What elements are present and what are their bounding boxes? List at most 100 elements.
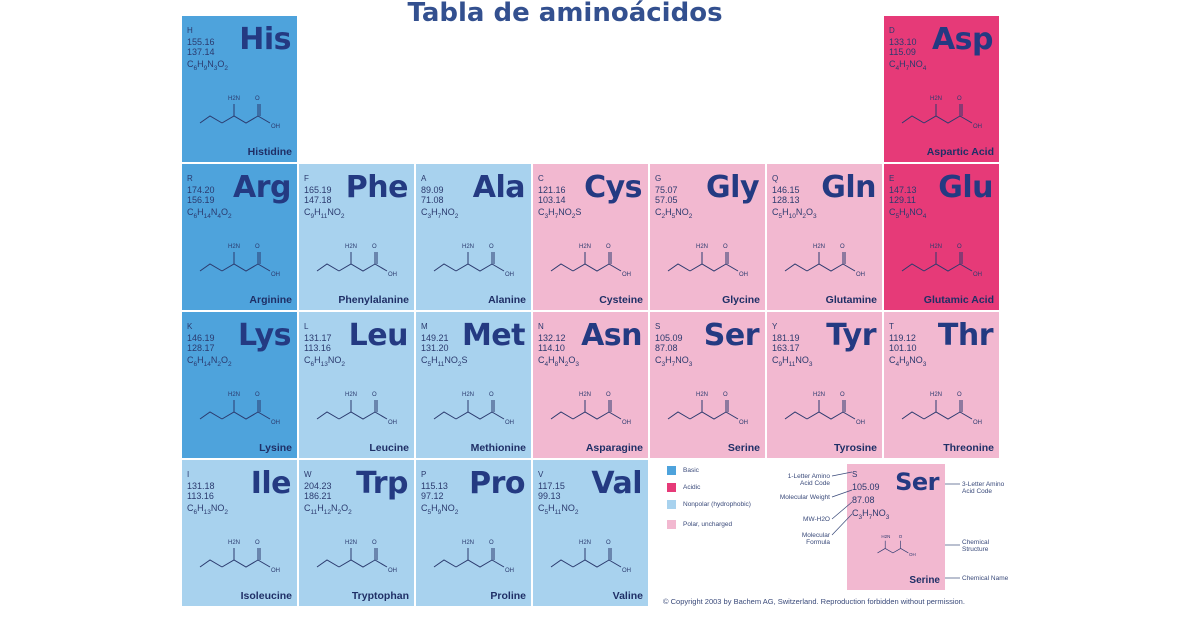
svg-text:OH: OH	[739, 272, 748, 278]
svg-text:OH: OH	[739, 420, 748, 426]
amino-acid-cell-lys: K 146.19 128.17 C6H14N2O2 Lys H2N O OH Lysine	[182, 312, 297, 458]
svg-text:O: O	[255, 96, 260, 102]
molecular-weight: 146.15	[772, 185, 800, 195]
chemical-structure: H2N O OH	[433, 540, 514, 574]
page-title: Tabla de aminoácidos	[407, 0, 723, 28]
chemical-name: Cysteine	[599, 294, 643, 306]
svg-text:O: O	[957, 96, 962, 102]
one-letter-code: F	[304, 174, 309, 183]
molecular-formula: C6H14N4O2	[187, 207, 232, 220]
amino-acid-cell-pro: P 115.13 97.12 C5H9NO2 Pro H2N O OH Proline	[416, 460, 531, 606]
chemical-name: Methionine	[470, 442, 526, 454]
amino-acid-cell-arg: R 174.20 156.19 C6H14N4O2 Arg H2N O OH Arginine	[182, 164, 297, 310]
molecular-weight: 119.12	[889, 333, 916, 343]
chemical-structure: H2N O OH	[901, 96, 982, 130]
svg-text:OH: OH	[271, 420, 280, 426]
mw-minus-water: 186.21	[304, 491, 332, 501]
molecular-weight: 131.18	[187, 481, 215, 491]
chemical-name: Glutamic Acid	[923, 294, 994, 306]
three-letter-symbol: Asn	[581, 318, 642, 353]
chemical-name: Glycine	[722, 294, 760, 306]
three-letter-symbol: Ser	[703, 318, 760, 353]
one-letter-code: Q	[772, 174, 779, 183]
molecular-weight: 181.19	[772, 333, 800, 343]
chemical-structure: H2N O OH	[199, 540, 280, 574]
svg-text:O: O	[840, 392, 845, 398]
three-letter-symbol: Val	[591, 466, 642, 501]
chemical-name: Threonine	[943, 442, 994, 454]
amino-acid-cell-asp: D 133.10 115.09 C4H7NO4 Asp H2N O OH Aspartic Ac…	[884, 16, 999, 162]
molecular-formula: C9H11NO2	[304, 207, 345, 220]
molecular-formula: C3H7NO2S	[538, 207, 582, 220]
svg-text:H2N: H2N	[579, 540, 591, 546]
chemical-structure: H2N O OH	[199, 244, 280, 278]
key-molecular-weight: 105.09	[852, 482, 880, 492]
mw-minus-water: 163.17	[772, 343, 800, 353]
three-letter-symbol: Asp	[931, 22, 994, 57]
chemical-structure: H2N O OH	[784, 392, 865, 426]
chemical-structure: H2N O OH	[550, 392, 631, 426]
mw-minus-water: 129.11	[889, 195, 916, 205]
chemical-name: Aspartic Acid	[926, 146, 994, 158]
svg-text:O: O	[255, 392, 260, 398]
key-label-chemical-name: Chemical Name	[962, 575, 1009, 582]
legend-label-nonpolar: Nonpolar (hydrophobic)	[683, 501, 751, 508]
one-letter-code: E	[889, 174, 895, 183]
key-molecular-formula: C3H7NO3	[852, 508, 890, 521]
amino-acid-cell-gln: Q 146.15 128.13 C5H10N2O3 Gln H2N O OH Glutamine	[767, 164, 882, 310]
key-label-molecular-weight: Molecular Weight	[779, 494, 830, 501]
svg-text:H2N: H2N	[930, 96, 942, 102]
legend-swatch-basic	[667, 466, 676, 475]
svg-text:H2N: H2N	[345, 392, 357, 398]
amino-acid-cell-gly: G 75.07 57.05 C2H5NO2 Gly H2N O OH Glycine	[650, 164, 765, 310]
three-letter-symbol: Ile	[250, 466, 292, 501]
svg-text:O: O	[840, 244, 845, 250]
svg-text:OH: OH	[856, 420, 865, 426]
chemical-structure: H2N O OH	[901, 392, 982, 426]
svg-text:H2N: H2N	[930, 244, 942, 250]
chemical-structure: H2N O OH	[199, 392, 280, 426]
chemical-name: Lysine	[259, 442, 292, 454]
key-chemical-structure: H2N O OH	[877, 534, 916, 557]
key-example: S 105.09 87.08 C3H7NO3 Ser H2N O OH Serine	[847, 464, 945, 590]
mw-minus-water: 128.17	[187, 343, 215, 353]
three-letter-symbol: Glu	[938, 170, 993, 205]
svg-text:OH: OH	[856, 272, 865, 278]
svg-text:H2N: H2N	[345, 540, 357, 546]
svg-text:H2N: H2N	[579, 392, 591, 398]
molecular-formula: C5H9NO4	[889, 207, 927, 220]
chemical-structure: H2N O OH	[667, 244, 748, 278]
svg-text:OH: OH	[622, 272, 631, 278]
svg-text:H2N: H2N	[930, 392, 942, 398]
mw-minus-water: 114.10	[538, 343, 565, 353]
molecular-weight: 165.19	[304, 185, 332, 195]
svg-text:H2N: H2N	[228, 96, 240, 102]
svg-text:O: O	[255, 540, 260, 546]
svg-text:O: O	[899, 534, 903, 539]
svg-text:O: O	[489, 244, 494, 250]
amino-acid-cell-met: M 149.21 131.20 C5H11NO2S Met H2N O OH Methionin…	[416, 312, 531, 458]
chemical-name: Alanine	[488, 294, 526, 306]
molecular-formula: C5H9NO2	[421, 503, 459, 516]
one-letter-code: A	[421, 174, 427, 183]
key-label-mw-h2o: MW-H2O	[803, 516, 830, 523]
molecular-formula: C5H10N2O3	[772, 207, 817, 220]
molecular-weight: 105.09	[655, 333, 683, 343]
molecular-weight: 131.17	[304, 333, 332, 343]
chemical-structure: H2N O OH	[316, 392, 397, 426]
molecular-formula: C6H9N3O2	[187, 59, 229, 72]
svg-text:OH: OH	[388, 420, 397, 426]
svg-text:OH: OH	[388, 568, 397, 574]
mw-minus-water: 147.18	[304, 195, 332, 205]
svg-text:O: O	[957, 244, 962, 250]
copyright-notice: © Copyright 2003 by Bachem AG, Switzerla…	[663, 597, 965, 606]
mw-minus-water: 115.09	[889, 47, 916, 57]
key-three-letter-symbol: Ser	[895, 468, 939, 496]
one-letter-code: H	[187, 26, 193, 35]
molecular-formula: C4H8N2O3	[538, 355, 580, 368]
chemical-name: Arginine	[249, 294, 292, 306]
molecular-formula: C6H13NO2	[304, 355, 345, 368]
chemical-name: Asparagine	[585, 442, 643, 454]
svg-text:O: O	[489, 540, 494, 546]
svg-text:O: O	[606, 392, 611, 398]
